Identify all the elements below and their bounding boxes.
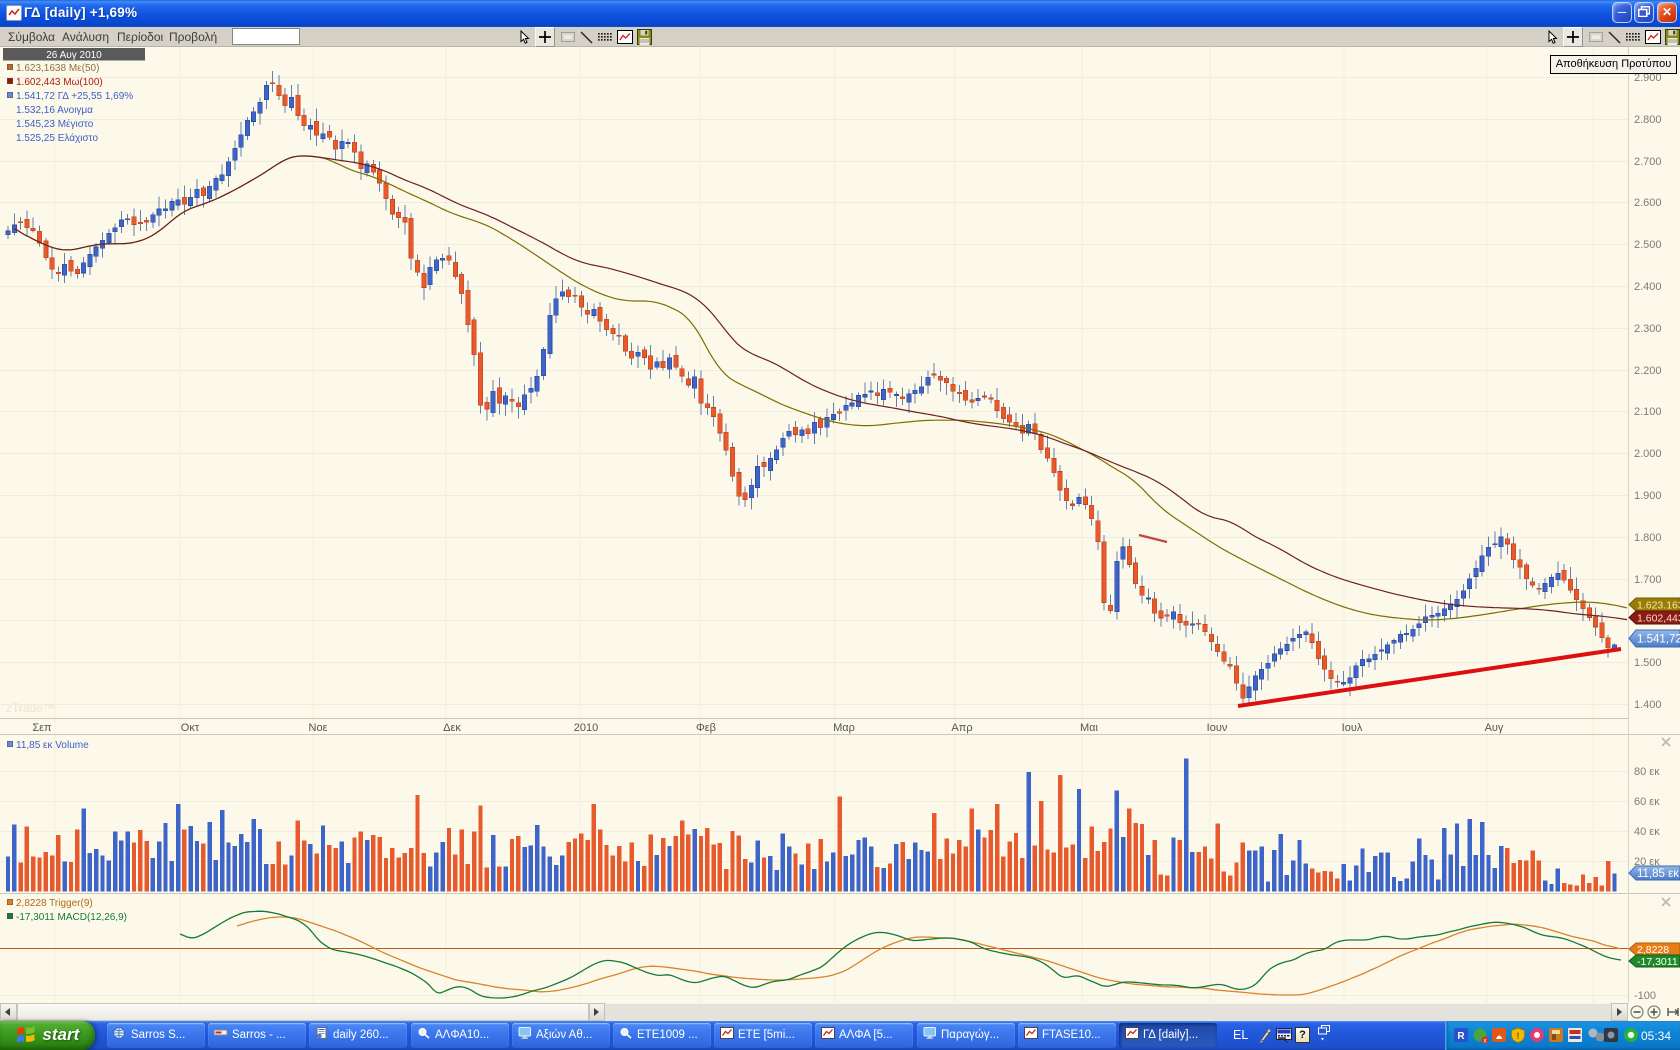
svg-text:2.800: 2.800 [1634,114,1662,126]
svg-text:60 εκ: 60 εκ [1634,796,1660,808]
svg-text:2.000: 2.000 [1634,448,1662,460]
svg-text:1.532,16 Ανοιγμα: 1.532,16 Ανοιγμα [16,105,93,116]
svg-text:Ιουν: Ιουν [1207,722,1228,734]
svg-text:1.700: 1.700 [1634,574,1662,586]
svg-text:2,8228 Trigger(9): 2,8228 Trigger(9) [16,898,93,909]
svg-text:Οκτ: Οκτ [181,722,200,734]
svg-text:Σεπ: Σεπ [32,722,52,734]
svg-text:Μαρ: Μαρ [833,722,855,734]
svg-text:1.400: 1.400 [1634,699,1662,711]
svg-text:11,85 εκ Volume: 11,85 εκ Volume [16,740,89,751]
svg-text:40 εκ: 40 εκ [1634,826,1660,838]
svg-text:1.602,443 Μω(100): 1.602,443 Μω(100) [16,77,103,88]
svg-text:Δεκ: Δεκ [443,722,461,734]
svg-text:20 εκ: 20 εκ [1634,856,1660,868]
svg-text:26 Αυγ 2010: 26 Αυγ 2010 [46,50,102,61]
svg-text:2,8228: 2,8228 [1637,944,1669,956]
svg-text:1.602,443: 1.602,443 [1637,612,1680,624]
svg-text:zTrade™: zTrade™ [6,701,55,715]
svg-text:2.400: 2.400 [1634,281,1662,293]
svg-text:1.525,25 Ελάχιστο: 1.525,25 Ελάχιστο [16,132,98,144]
svg-text:2.600: 2.600 [1634,197,1662,209]
svg-text:Φεβ: Φεβ [696,722,716,734]
svg-text:2010: 2010 [574,722,598,734]
svg-text:Νοε: Νοε [309,722,328,734]
svg-text:2.700: 2.700 [1634,156,1662,168]
svg-text:1.623,1638 Με(50): 1.623,1638 Με(50) [16,63,99,74]
svg-text:1.500: 1.500 [1634,657,1662,669]
svg-text:!: ! [1517,1031,1520,1041]
svg-text:-100: -100 [1634,990,1656,1002]
svg-text:1.545,23 Μέγιστο: 1.545,23 Μέγιστο [16,118,94,130]
svg-text:2.100: 2.100 [1634,406,1662,418]
svg-text:-17,3011 MACD(12,26,9): -17,3011 MACD(12,26,9) [16,912,127,923]
svg-text:80 εκ: 80 εκ [1634,766,1660,778]
svg-text:1.800: 1.800 [1634,532,1662,544]
svg-text:Απρ: Απρ [951,722,972,734]
svg-text:-17,3011: -17,3011 [1637,956,1678,968]
svg-text:2.900: 2.900 [1634,72,1662,84]
svg-text:1.900: 1.900 [1634,490,1662,502]
svg-text:1.623.163: 1.623.163 [1637,599,1680,611]
svg-text:2.300: 2.300 [1634,323,1662,335]
svg-text:Μαι: Μαι [1080,722,1099,734]
svg-text:Ιουλ: Ιουλ [1342,722,1363,734]
svg-text:1.541,72 ΓΔ +25,55 1,69%: 1.541,72 ΓΔ +25,55 1,69% [16,91,133,102]
svg-text:11,85 εκ: 11,85 εκ [1637,868,1679,880]
svg-text:R: R [1457,1031,1465,1042]
svg-text:1.541,72: 1.541,72 [1637,633,1680,645]
svg-text:2.200: 2.200 [1634,365,1662,377]
svg-text:x: x [1484,1039,1487,1045]
svg-text:Αυγ: Αυγ [1485,722,1504,734]
svg-text:2.500: 2.500 [1634,239,1662,251]
